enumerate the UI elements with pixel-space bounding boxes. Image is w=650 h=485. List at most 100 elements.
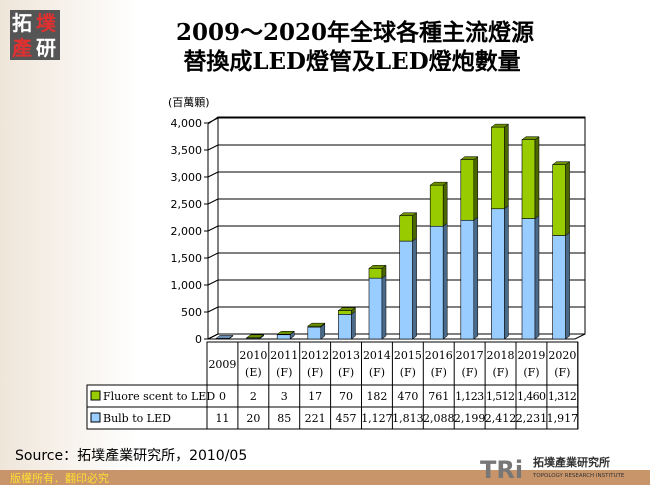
data-label-bulb: 11 — [215, 412, 229, 425]
category-tag: (F) — [400, 366, 416, 379]
logo-box — [10, 10, 60, 60]
bar-top — [307, 322, 326, 327]
data-label-fluorescent: 761 — [428, 390, 449, 403]
data-label-bulb: 2,231 — [516, 412, 548, 425]
data-label-bulb: 20 — [246, 412, 260, 425]
category-tag: (F) — [431, 366, 447, 379]
bar-side — [351, 310, 356, 340]
category-year: 2017 — [456, 349, 484, 362]
bar-bulb — [276, 334, 291, 340]
y-tick-label: 0 — [195, 333, 202, 346]
bar-side — [473, 156, 479, 221]
wall-tick — [207, 117, 219, 124]
data-label-fluorescent: 2 — [250, 390, 257, 403]
bar-top — [368, 265, 387, 269]
bar-side — [473, 216, 479, 340]
logo-char: 墣 — [36, 11, 57, 35]
data-label-bulb: 2,199 — [454, 412, 486, 425]
y-tick-label: 500 — [181, 306, 202, 319]
y-tick-label: 4,000 — [171, 117, 203, 130]
bar-top — [490, 123, 510, 128]
data-label-bulb: 457 — [336, 412, 357, 425]
wall-tick — [207, 144, 219, 151]
bar-side — [412, 212, 417, 242]
title-line-1: 2009～2020年全球各種主流燈源 — [176, 19, 534, 46]
bar-top — [337, 307, 357, 311]
data-label-fluorescent: 0 — [219, 390, 226, 403]
data-label-fluorescent: 70 — [339, 390, 353, 403]
wall-tick — [207, 225, 219, 232]
data-label-fluorescent: 1,123 — [455, 390, 484, 403]
title-line-2: 替換成LED燈管及LED燈炮數量 — [183, 48, 520, 75]
category-year: 2016 — [425, 349, 453, 362]
category-year: 2019 — [517, 349, 545, 362]
category-year: 2009 — [208, 358, 236, 371]
data-label-fluorescent: 1,312 — [548, 390, 577, 403]
category-tag: (F) — [462, 366, 478, 379]
bar-side — [534, 215, 540, 340]
bar-bulb — [307, 326, 322, 340]
wall-tick — [207, 306, 219, 313]
bar-bulb — [460, 219, 475, 340]
y-tick-label: 3,500 — [171, 144, 203, 157]
data-label-fluorescent: 17 — [308, 390, 322, 403]
category-tag: (F) — [369, 366, 385, 379]
data-label-bulb: 85 — [277, 412, 291, 425]
logo-char: 拓 — [12, 11, 32, 35]
category-tag: (F) — [338, 366, 354, 379]
bar-side — [565, 161, 570, 236]
y-tick-label: 1,000 — [171, 279, 203, 292]
logo-char: 產 — [12, 36, 32, 60]
category-year: 2020 — [548, 349, 576, 362]
category-tag: (E) — [245, 366, 262, 379]
bar-fluorescent — [368, 268, 383, 279]
category-tag: (F) — [492, 366, 508, 379]
category-tag: (F) — [523, 366, 539, 379]
bar-fluorescent — [460, 159, 475, 221]
data-label-bulb: 221 — [305, 412, 326, 425]
category-tag: (F) — [276, 366, 292, 379]
footer-bar — [0, 470, 650, 485]
category-year: 2018 — [487, 349, 515, 362]
bar-bulb — [338, 314, 352, 340]
y-tick-label: 2,500 — [171, 198, 203, 211]
bar-fluorescent — [338, 310, 352, 315]
data-label-fluorescent: 182 — [366, 390, 387, 403]
bar-fluorescent — [552, 164, 566, 236]
data-label-fluorescent: 1,512 — [486, 390, 515, 403]
category-year: 2014 — [363, 349, 391, 362]
brand-en: TOPOLOGY RESEARCH INSTITUTE — [532, 473, 625, 479]
bar-fluorescent — [429, 184, 444, 227]
y-tick-label: 3,000 — [171, 171, 203, 184]
wall-tick — [207, 279, 219, 286]
brand-cn: 拓墣產業研究所 — [533, 455, 610, 469]
bar-bulb — [399, 240, 413, 340]
data-label-bulb: 2,088 — [423, 412, 455, 425]
bar-bulb — [552, 235, 566, 340]
data-label-fluorescent: 470 — [397, 390, 418, 403]
bar-top — [276, 330, 295, 335]
data-label-bulb: 1,813 — [392, 412, 424, 425]
bar-side — [412, 237, 417, 340]
legend-label-fluorescent: Fluore scent to LED — [103, 390, 215, 403]
unit-label: (百萬顆) — [168, 96, 210, 109]
legend-label-bulb: Bulb to LED — [103, 412, 171, 425]
wall-tick — [207, 252, 219, 259]
y-tick-label: 1,500 — [171, 252, 203, 265]
bar-bulb — [521, 218, 536, 340]
bar-side — [381, 274, 387, 340]
brand-logo: TRi — [480, 456, 523, 484]
wall-tick — [207, 198, 219, 205]
legend-swatch-bulb — [90, 412, 101, 423]
bar-side — [442, 181, 448, 227]
bar-side — [442, 222, 448, 340]
data-label-bulb: 2,412 — [485, 412, 517, 425]
bar-top — [551, 161, 571, 165]
bar-bulb — [368, 277, 383, 340]
category-year: 2015 — [394, 349, 422, 362]
category-tag: (F) — [554, 366, 570, 379]
data-label-fluorescent: 3 — [281, 390, 288, 403]
legend-swatch-fluorescent — [90, 390, 101, 401]
bar-side — [534, 136, 540, 220]
